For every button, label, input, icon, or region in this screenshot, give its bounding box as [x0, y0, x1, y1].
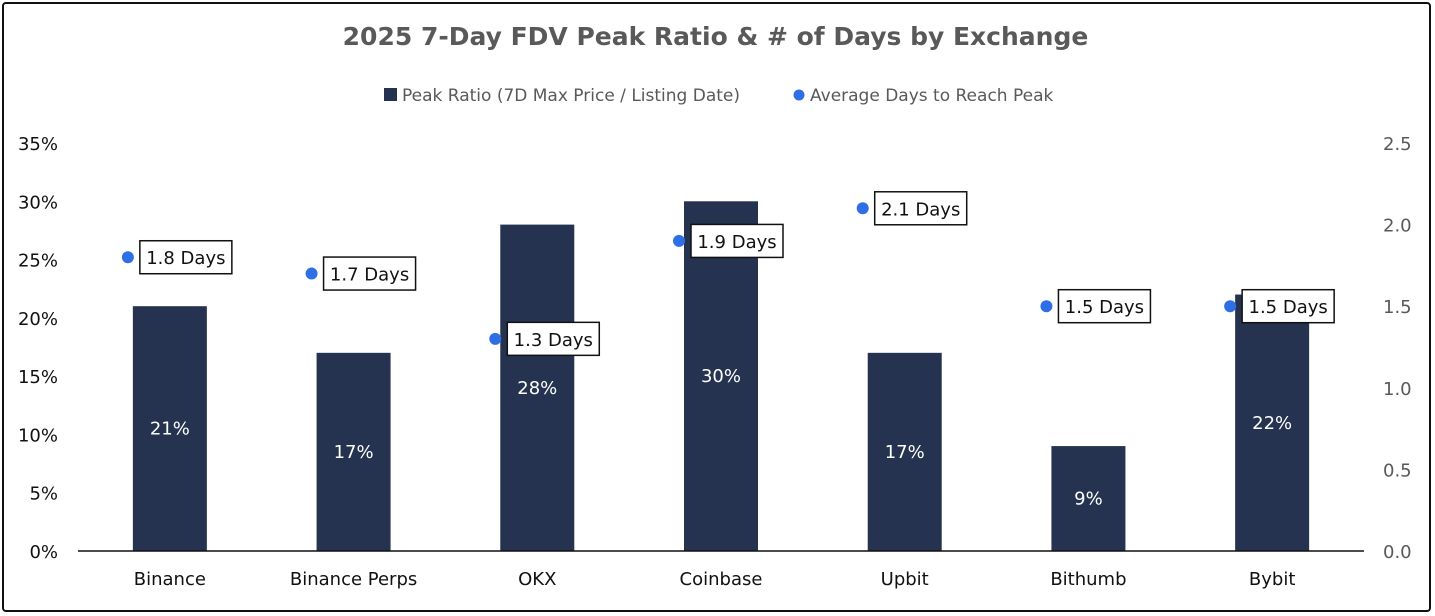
right-axis-tick-label: 1.5	[1383, 297, 1412, 318]
bar-binance	[132, 306, 207, 551]
days-marker	[856, 202, 869, 215]
bar-data-label: 30%	[701, 366, 741, 387]
days-callout-box	[506, 321, 601, 357]
right-axis-tick-label: 0.5	[1383, 460, 1412, 481]
legend-marker-average-days	[793, 89, 805, 101]
days-marker	[305, 267, 318, 280]
bar-coinbase	[684, 201, 758, 552]
left-axis-tick-label: 10%	[18, 425, 58, 446]
days-data-label: 1.5 Days	[1249, 297, 1328, 318]
days-callout-box	[322, 256, 417, 291]
x-axis-tick-label: Upbit	[881, 569, 929, 590]
days-data-label: 2.1 Days	[881, 199, 960, 220]
legend-label-average-days: Average Days to Reach Peak	[810, 86, 1053, 106]
chart-title: 2025 7-Day FDV Peak Ratio & # of Days by…	[342, 22, 1089, 51]
x-axis-tick-label: OKX	[518, 569, 556, 590]
left-axis-tick-label: 15%	[18, 367, 58, 388]
days-marker	[673, 234, 685, 247]
bar-binance-perps	[316, 352, 391, 551]
days-data-label: 1.9 Days	[697, 232, 776, 253]
bar-data-label: 17%	[885, 442, 925, 463]
days-data-label: 1.3 Days	[514, 330, 593, 351]
x-axis-tick-label: Bithumb	[1050, 569, 1126, 590]
legend-swatch-peak-ratio	[384, 88, 397, 101]
days-marker	[1040, 300, 1053, 313]
left-axis-tick-label: 25%	[18, 251, 58, 272]
days-callout-box	[1241, 288, 1335, 324]
bar-bybit	[1235, 294, 1310, 551]
x-axis-tick-label: Bybit	[1249, 569, 1296, 590]
days-data-label: 1.5 Days	[1065, 297, 1144, 318]
x-axis-tick-label: Binance Perps	[290, 569, 417, 590]
left-axis-tick-label: 35%	[18, 134, 58, 155]
right-axis-tick-label: 1.0	[1383, 379, 1412, 400]
days-marker	[1224, 300, 1237, 313]
days-callout-box	[873, 191, 968, 226]
bar-data-label: 28%	[517, 378, 557, 399]
left-axis-tick-label: 30%	[18, 192, 58, 213]
days-callout-box	[1057, 288, 1152, 324]
days-callout-box	[690, 223, 784, 259]
days-callout-box	[139, 239, 233, 275]
right-axis-tick-label: 2.0	[1383, 216, 1412, 237]
bar-okx	[500, 224, 575, 551]
legend-label-peak-ratio: Peak Ratio (7D Max Price / Listing Date)	[402, 86, 740, 106]
bar-data-label: 9%	[1074, 489, 1103, 510]
bar-data-label: 21%	[150, 419, 190, 440]
right-axis-tick-label: 0.0	[1383, 542, 1412, 563]
left-axis-tick-label: 20%	[18, 309, 58, 330]
days-marker	[489, 332, 502, 345]
right-axis-tick-label: 2.5	[1383, 134, 1412, 155]
bar-data-label: 22%	[1252, 413, 1292, 434]
left-axis-tick-label: 0%	[29, 542, 58, 563]
days-data-label: 1.7 Days	[330, 265, 409, 286]
bar-data-label: 17%	[334, 442, 374, 463]
bar-upbit	[867, 352, 942, 551]
days-data-label: 1.8 Days	[146, 248, 225, 269]
days-marker	[121, 251, 134, 264]
bar-bithumb	[1051, 446, 1126, 551]
x-axis-tick-label: Coinbase	[680, 569, 763, 590]
x-axis-tick-label: Binance	[134, 569, 206, 590]
left-axis-tick-label: 5%	[29, 484, 58, 505]
